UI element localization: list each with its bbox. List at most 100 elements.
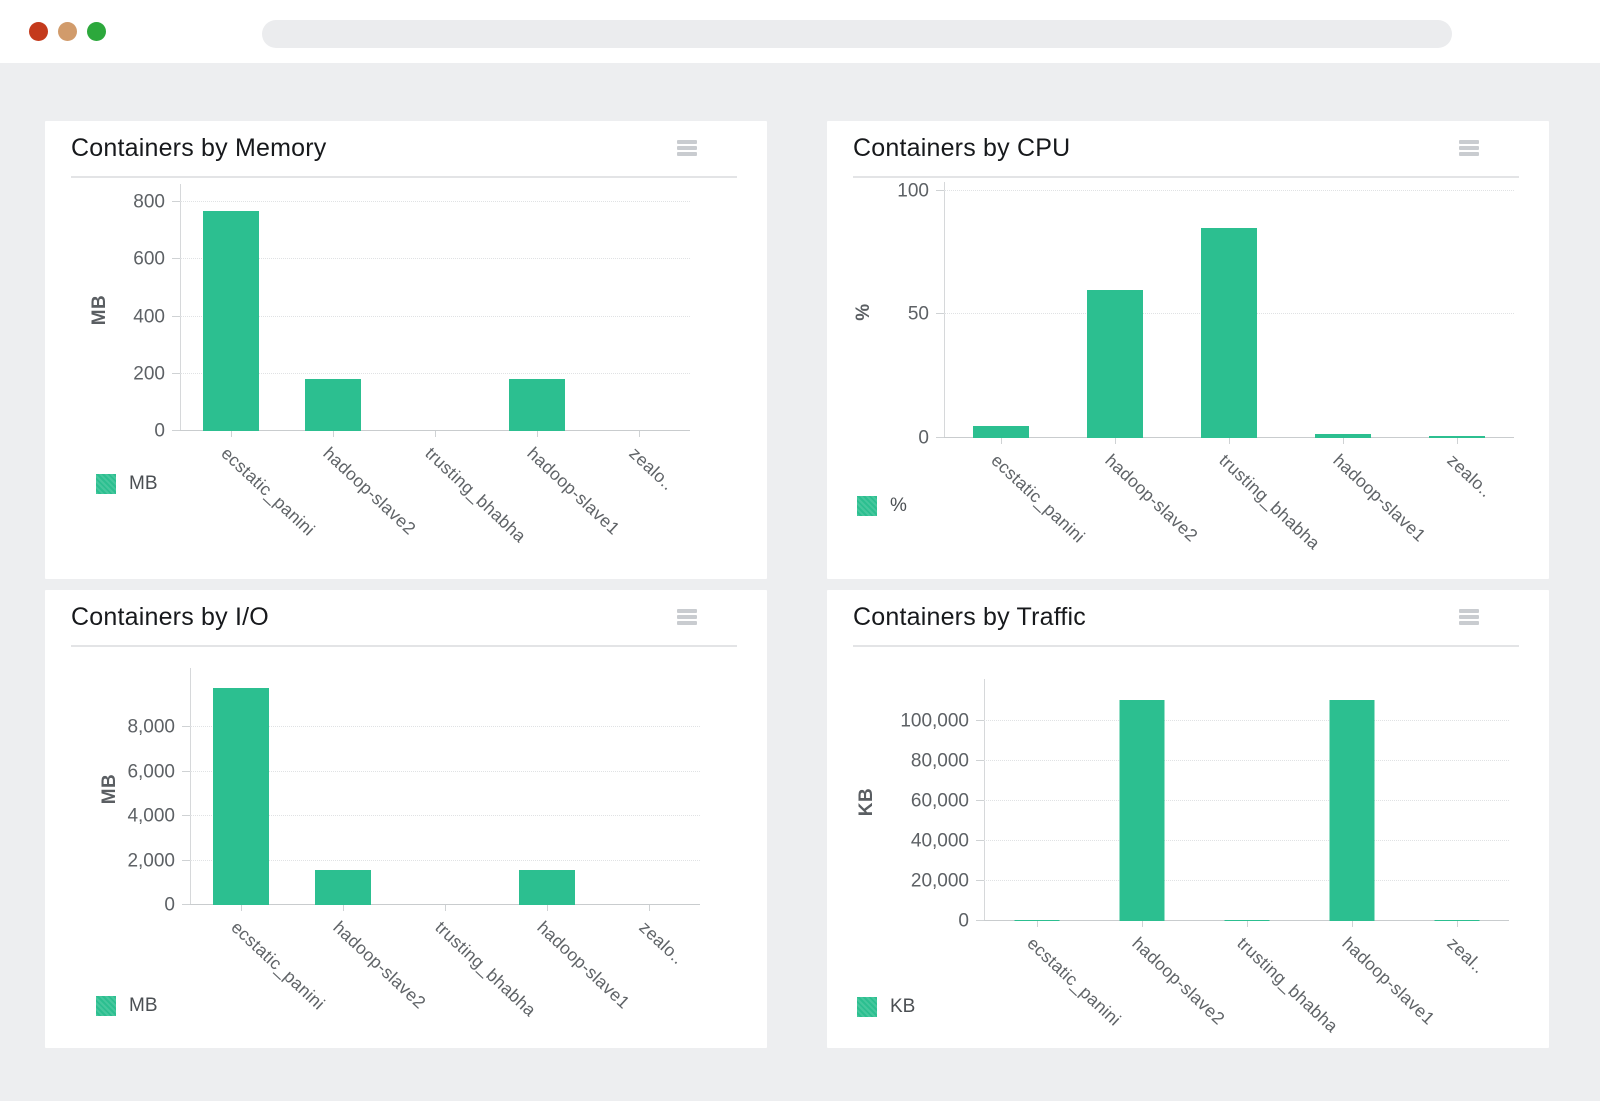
x-tick-label: trusting_bhabha [1232,933,1342,1037]
y-tick-label: 8,000 [127,716,175,738]
x-tick-mark [1001,438,1002,444]
y-tick-label: 400 [133,306,165,328]
bar-hadoop-slave2[interactable] [1087,289,1143,438]
io-bar-chart: MB 0 2,000 4,000 6,000 8,000 ecstatic_panini h… [99,668,700,1020]
y-tick-mark [172,372,180,374]
hamburger-menu-icon[interactable] [1459,609,1479,627]
hamburger-menu-icon[interactable] [677,140,697,158]
panel-containers-by-io: Containers by I/O MB 0 2,000 4,000 6,000 8,0… [45,590,767,1048]
y-axis-unit-label: KB [856,787,877,817]
gridline [190,726,700,728]
x-tick-mark [547,905,548,911]
x-tick-mark [649,905,650,911]
bar-trusting_bhabha[interactable] [1201,228,1257,438]
y-tick-label: 40,000 [910,830,969,852]
gridline [180,430,690,431]
x-tick-label: hadoop-slave1 [523,443,624,539]
y-axis-unit-label: MB [99,773,120,804]
chart-legend[interactable]: MB [96,473,158,495]
y-tick-label: 80,000 [910,750,969,772]
minimize-window-icon[interactable] [58,22,77,41]
y-tick-label: 0 [918,427,929,449]
bar-hadoop-slave1[interactable] [1315,434,1371,438]
legend-swatch-icon [96,474,116,494]
x-tick-mark [241,905,242,911]
gridline [984,800,1509,801]
panel-header: Containers by CPU [853,134,1519,178]
x-tick-label: hadoop-slave2 [1101,450,1202,546]
bar-hadoop-slave2[interactable] [305,378,361,431]
panel-header: Containers by Traffic [853,603,1519,647]
gridline [984,760,1509,761]
y-tick-mark [182,815,190,817]
y-tick-mark [182,726,190,728]
y-tick-label: 100,000 [900,710,969,732]
y-tick-label: 800 [133,191,165,213]
bar-hadoop-slave2[interactable] [1119,700,1164,921]
hamburger-menu-icon[interactable] [677,609,697,627]
x-tick-label: hadoop-slave2 [329,917,430,1013]
x-tick-mark [435,431,436,437]
x-tick-label: trusting_bhabha [431,917,541,1021]
x-tick-mark [445,905,446,911]
x-tick-label: hadoop-slave1 [533,917,634,1013]
y-tick-mark [976,920,984,921]
y-axis-unit-label: % [853,303,874,321]
x-tick-mark [333,431,334,437]
x-tick-label: hadoop-slave1 [1329,450,1430,546]
y-axis-unit-label: MB [89,294,110,325]
y-tick-mark [976,720,984,721]
bar-hadoop-slave1[interactable] [519,869,575,905]
dashboard-grid: Containers by Memory MB 0 200 400 600 800 ecs… [45,121,1600,1048]
y-tick-mark [976,840,984,841]
x-tick-mark [1351,921,1353,927]
chart-legend[interactable]: % [857,495,907,517]
gridline [984,880,1509,881]
x-tick-mark [639,431,640,437]
y-tick-mark [172,430,180,431]
maximize-window-icon[interactable] [87,22,106,41]
address-bar-input[interactable] [262,20,1452,48]
page-title-cpu: Containers by CPU [853,134,1071,162]
hamburger-menu-icon[interactable] [1459,140,1479,158]
bar-ecstatic_panini[interactable] [973,425,1029,438]
gridline [190,904,700,905]
x-tick-label: trusting_bhabha [421,443,531,547]
gridline [944,189,1514,191]
panel-header: Containers by I/O [71,603,737,647]
chart-legend[interactable]: MB [96,995,158,1017]
bar-hadoop-slave1[interactable] [509,378,565,431]
gridline [190,859,700,861]
bar-zeal..[interactable] [1434,919,1479,921]
browser-titlebar [0,0,1600,63]
bar-ecstatic_panini[interactable] [203,210,259,431]
bar-hadoop-slave1[interactable] [1329,700,1374,921]
gridline [180,258,690,260]
legend-swatch-icon [857,997,877,1017]
bar-zealo..[interactable] [1429,435,1485,438]
y-tick-label: 4,000 [127,805,175,827]
y-tick-label: 20,000 [910,870,969,892]
y-tick-mark [976,760,984,761]
legend-swatch-icon [96,996,116,1016]
x-tick-label: zealo.. [625,443,679,495]
x-tick-mark [1229,438,1230,444]
y-tick-mark [172,315,180,317]
chart-legend[interactable]: KB [857,996,915,1018]
x-tick-label: zealo.. [635,917,689,969]
gridline [190,770,700,772]
bar-trusting_bhabha[interactable] [1224,919,1269,921]
y-tick-mark [976,800,984,801]
x-tick-label: ecstatic_panini [227,917,329,1014]
bar-ecstatic_panini[interactable] [213,687,269,905]
close-window-icon[interactable] [29,22,48,41]
panel-containers-by-memory: Containers by Memory MB 0 200 400 600 800 ecs… [45,121,767,579]
y-tick-mark [172,258,180,260]
legend-label: MB [129,473,158,494]
bar-hadoop-slave2[interactable] [315,869,371,905]
x-tick-label: ecstatic_panini [1022,933,1125,1030]
panel-containers-by-traffic: Containers by Traffic KB 0 20,000 40,000 60… [827,590,1549,1048]
bar-ecstatic_panini[interactable] [1014,919,1059,921]
x-tick-mark [231,431,232,437]
y-tick-label: 0 [958,910,969,932]
